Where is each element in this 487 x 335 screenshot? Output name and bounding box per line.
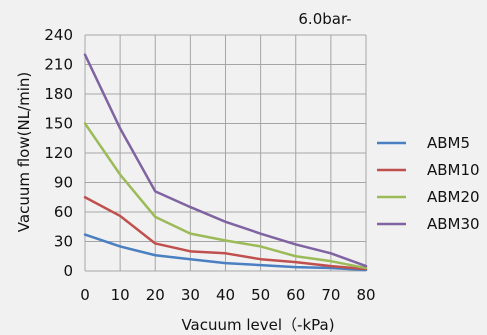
- x-tick-label: 40: [216, 286, 235, 304]
- series-line-abm20: [83, 122, 368, 270]
- legend-item-abm30: ABM30: [377, 215, 480, 233]
- y-tick-label: 240: [44, 26, 73, 44]
- y-tick-label: 150: [44, 115, 73, 133]
- y-tick-label: 0: [63, 262, 73, 280]
- x-axis-label: Vacuum level（-kPa): [181, 316, 334, 334]
- x-tick-label: 80: [356, 286, 375, 304]
- x-tick-label: 50: [251, 286, 270, 304]
- y-tick-label: 60: [54, 203, 73, 221]
- x-tick-label: 60: [286, 286, 305, 304]
- x-tick-label: 30: [181, 286, 200, 304]
- legend-label: ABM30: [427, 215, 480, 233]
- legend-item-abm20: ABM20: [377, 188, 480, 206]
- chart-title: 6.0bar-: [298, 10, 351, 28]
- y-tick-label: 120: [44, 144, 73, 162]
- x-tick-label: 70: [321, 286, 340, 304]
- legend-label: ABM20: [427, 188, 480, 206]
- grid: [84, 34, 367, 272]
- series-lines: [83, 53, 368, 272]
- y-axis-label: Vacuum flow(NL/min): [15, 72, 33, 232]
- tick-labels: 0 10 20 30 40 50 60 70 80 0 30 60 90 120 150 180 210 240: [44, 26, 375, 304]
- legend-item-abm5: ABM5: [377, 134, 470, 152]
- series-line-abm5: [83, 233, 368, 272]
- y-tick-label: 210: [44, 56, 73, 74]
- series-line-abm30: [83, 53, 368, 268]
- x-tick-label: 10: [111, 286, 130, 304]
- series-line-abm10: [83, 196, 368, 271]
- y-tick-label: 30: [54, 233, 73, 251]
- legend-label: ABM10: [427, 161, 480, 179]
- legend: ABM5 ABM10 ABM20 ABM30: [377, 134, 480, 233]
- y-tick-label: 180: [44, 85, 73, 103]
- legend-label: ABM5: [427, 134, 470, 152]
- legend-item-abm10: ABM10: [377, 161, 480, 179]
- x-tick-label: 20: [146, 286, 165, 304]
- x-tick-label: 0: [80, 286, 90, 304]
- y-tick-label: 90: [54, 174, 73, 192]
